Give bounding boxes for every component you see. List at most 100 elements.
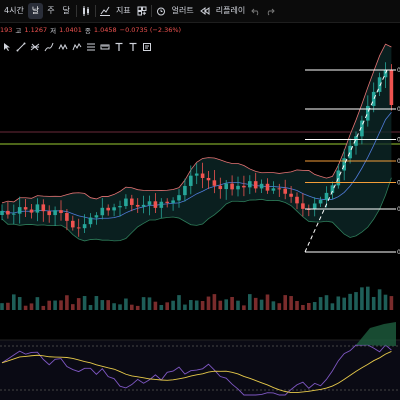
candle-body <box>0 210 4 215</box>
text-icon[interactable] <box>112 41 125 54</box>
toolbar-divider <box>75 5 77 17</box>
volume-bar <box>29 303 34 310</box>
candle-body <box>259 183 264 189</box>
drawing-toolbar <box>0 40 153 54</box>
volume-bar <box>383 294 388 310</box>
candle-body <box>253 181 258 189</box>
timeframe-selector[interactable]: 4시간 <box>4 6 24 15</box>
tab-week[interactable]: 주 <box>47 6 55 15</box>
volume-bar <box>82 296 87 310</box>
text2-icon[interactable] <box>126 41 139 54</box>
volume-bar <box>88 305 93 310</box>
replay-rewind-icon[interactable] <box>198 0 212 22</box>
volume-bar <box>342 297 346 310</box>
candle-body <box>265 183 270 191</box>
close-value: 1.0458 <box>93 26 117 34</box>
candle-body <box>118 206 122 208</box>
candle-body <box>124 198 128 207</box>
note-icon[interactable] <box>140 41 153 54</box>
low-label: 저 <box>50 27 57 35</box>
open-value-partial: 193 <box>0 26 13 34</box>
volume-bar <box>106 300 110 310</box>
tab-day[interactable]: 날 <box>27 3 44 19</box>
candle-body <box>130 198 134 205</box>
volume-bar <box>6 302 10 310</box>
fib-level-label: 0 <box>397 179 400 186</box>
cursor-icon[interactable] <box>0 41 13 54</box>
candle-body <box>106 207 110 211</box>
volume-bar <box>271 301 276 310</box>
candle-body <box>377 77 382 92</box>
undo-icon[interactable] <box>249 0 263 22</box>
fib-level-label: 0 <box>397 137 400 144</box>
high-label: 고 <box>15 27 22 35</box>
candle-body <box>12 213 16 215</box>
candle-body <box>277 188 282 190</box>
volume-bar <box>330 303 335 310</box>
volume-bar <box>183 304 187 310</box>
redo-icon[interactable] <box>263 0 277 22</box>
alert-clock-icon[interactable] <box>154 0 168 22</box>
fib-level-label: 0 <box>397 206 400 213</box>
candle-body <box>360 120 364 137</box>
top-toolbar: 4시간 날 주 달 지표 얼러트 리플레이 <box>0 0 400 23</box>
volume-bar <box>189 300 193 310</box>
volume-bar <box>253 297 258 310</box>
candle-body <box>348 145 352 159</box>
candle-body <box>189 175 193 186</box>
candle-body <box>336 170 341 186</box>
pattern-icon[interactable] <box>56 41 69 54</box>
volume-bar <box>71 304 75 310</box>
pitchfork-icon[interactable] <box>28 41 41 54</box>
fib-level-label: 0 <box>397 158 400 165</box>
candle-body <box>271 188 276 191</box>
volume-bar <box>0 303 4 310</box>
candle-body <box>147 201 152 205</box>
volume-bar <box>371 296 376 310</box>
volume-bar <box>366 286 370 310</box>
alert-button[interactable]: 얼러트 <box>171 6 194 15</box>
candle-body <box>330 185 335 193</box>
candle-body <box>59 210 63 214</box>
layout-grid-icon[interactable] <box>135 0 149 22</box>
volume-bar <box>17 297 22 310</box>
fib-icon[interactable] <box>84 41 97 54</box>
volume-bar <box>301 304 305 310</box>
volume-bar <box>206 296 211 310</box>
volume-bar <box>336 296 341 310</box>
volume-bar <box>41 305 46 310</box>
trend-line-icon[interactable] <box>14 41 27 54</box>
candle-body <box>194 173 199 176</box>
toolbar-divider <box>150 5 152 17</box>
candle-type-icon[interactable] <box>79 0 93 22</box>
candle-body <box>324 192 329 200</box>
volume-bar <box>118 304 122 310</box>
tab-month[interactable]: 달 <box>62 6 70 15</box>
volume-bar <box>135 305 140 310</box>
fib-level-label: 0 <box>397 249 400 256</box>
pattern2-icon[interactable] <box>70 41 83 54</box>
replay-button[interactable]: 리플레이 <box>215 6 246 15</box>
candle-body <box>366 105 370 121</box>
brush-icon[interactable] <box>42 41 55 54</box>
volume-bar <box>159 305 164 310</box>
candle-body <box>224 183 228 190</box>
volume-bar <box>194 300 199 310</box>
volume-bar <box>141 297 146 310</box>
measure-icon[interactable] <box>98 41 111 54</box>
candle-body <box>47 211 51 216</box>
volume-bar <box>324 295 329 310</box>
candle-body <box>354 136 358 146</box>
candle-body <box>135 204 140 207</box>
volume-bar <box>354 292 358 310</box>
candle-body <box>206 177 211 181</box>
close-label: 종 <box>84 27 91 35</box>
indicators-button[interactable]: 지표 <box>115 6 131 15</box>
indicators-icon[interactable] <box>98 0 112 22</box>
volume-bar <box>112 303 116 310</box>
candle-body <box>301 203 305 209</box>
candle-body <box>283 188 287 194</box>
rsi-ma-line <box>1 351 392 394</box>
candle-body <box>183 185 187 196</box>
